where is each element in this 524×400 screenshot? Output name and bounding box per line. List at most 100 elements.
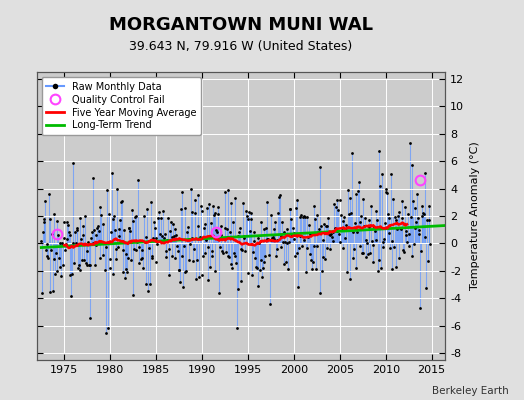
Point <box>250 238 259 244</box>
Point <box>40 218 49 225</box>
Point <box>203 277 212 283</box>
Point <box>268 235 276 241</box>
Point <box>74 265 82 272</box>
Point <box>85 315 94 321</box>
Point <box>209 203 217 210</box>
Point <box>279 260 288 267</box>
Point <box>217 223 226 229</box>
Point <box>278 219 286 225</box>
Point <box>53 218 61 224</box>
Point <box>140 213 148 220</box>
Point <box>84 239 92 245</box>
Point <box>333 228 342 234</box>
Point <box>117 199 125 206</box>
Point <box>223 226 231 232</box>
Point <box>155 209 163 216</box>
Point <box>185 257 193 263</box>
Point <box>228 265 236 271</box>
Point <box>277 232 286 239</box>
Point <box>326 232 334 238</box>
Point <box>280 229 289 235</box>
Point <box>302 245 311 251</box>
Point <box>223 252 232 259</box>
Point <box>130 246 138 252</box>
Point <box>77 236 85 243</box>
Point <box>239 200 247 206</box>
Point <box>348 254 357 261</box>
Point <box>235 229 243 236</box>
Point <box>320 221 329 228</box>
Point <box>339 245 347 251</box>
Point <box>59 234 68 241</box>
Point <box>187 186 195 192</box>
Point <box>258 274 266 280</box>
Point <box>118 246 127 253</box>
Point <box>319 254 328 260</box>
Point <box>93 224 102 231</box>
Point <box>397 226 405 232</box>
Point <box>318 268 326 274</box>
Point <box>355 179 363 185</box>
Point <box>89 174 97 181</box>
Point <box>130 214 139 221</box>
Point <box>400 204 409 210</box>
Point <box>73 225 82 232</box>
Point <box>307 257 315 264</box>
Point <box>314 229 322 236</box>
Point <box>426 241 434 248</box>
Point <box>157 215 165 221</box>
Point <box>256 267 264 273</box>
Point <box>38 290 46 296</box>
Point <box>105 210 113 217</box>
Point <box>345 276 354 282</box>
Point <box>140 239 149 245</box>
Point <box>238 247 246 253</box>
Point <box>329 237 337 244</box>
Point <box>294 284 302 290</box>
Point <box>327 230 335 237</box>
Point <box>91 262 99 269</box>
Point <box>378 171 386 178</box>
Point <box>267 212 276 218</box>
Point <box>392 264 400 270</box>
Point <box>388 266 397 272</box>
Point <box>51 270 59 277</box>
Point <box>421 170 430 176</box>
Point <box>132 247 140 254</box>
Point <box>257 257 266 264</box>
Point <box>193 222 202 229</box>
Point <box>158 233 167 239</box>
Point <box>365 223 374 230</box>
Point <box>402 227 410 234</box>
Point <box>329 229 337 235</box>
Point <box>387 171 395 178</box>
Point <box>246 210 255 216</box>
Point <box>92 232 101 238</box>
Point <box>133 239 141 245</box>
Point <box>75 215 84 221</box>
Point <box>413 191 421 197</box>
Point <box>198 272 206 278</box>
Point <box>296 214 304 220</box>
Point <box>219 250 227 256</box>
Point <box>365 216 373 223</box>
Point <box>236 278 245 284</box>
Point <box>249 249 257 255</box>
Point <box>99 252 107 258</box>
Point <box>191 209 200 216</box>
Point <box>347 150 356 156</box>
Point <box>259 264 267 271</box>
Point <box>212 227 220 234</box>
Point <box>102 244 111 250</box>
Point <box>408 161 416 168</box>
Point <box>405 242 413 249</box>
Point <box>69 160 77 166</box>
Text: Berkeley Earth: Berkeley Earth <box>432 386 508 396</box>
Point <box>127 256 135 263</box>
Point <box>179 284 188 290</box>
Point <box>293 197 302 203</box>
Point <box>275 193 283 200</box>
Point <box>181 268 190 275</box>
Point <box>184 236 193 242</box>
Point <box>215 290 223 296</box>
